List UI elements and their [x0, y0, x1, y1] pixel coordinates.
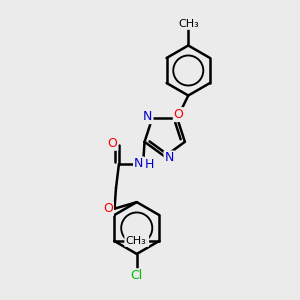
Text: N: N	[134, 158, 143, 170]
Text: Cl: Cl	[130, 269, 143, 282]
Text: CH₃: CH₃	[128, 236, 148, 246]
Text: CH₃: CH₃	[178, 19, 199, 29]
Text: N: N	[143, 110, 152, 123]
Text: N: N	[164, 152, 174, 164]
Text: H: H	[145, 158, 154, 171]
Text: O: O	[107, 137, 117, 150]
Text: O: O	[174, 108, 184, 121]
Text: O: O	[103, 202, 113, 215]
Text: CH₃: CH₃	[125, 236, 146, 246]
